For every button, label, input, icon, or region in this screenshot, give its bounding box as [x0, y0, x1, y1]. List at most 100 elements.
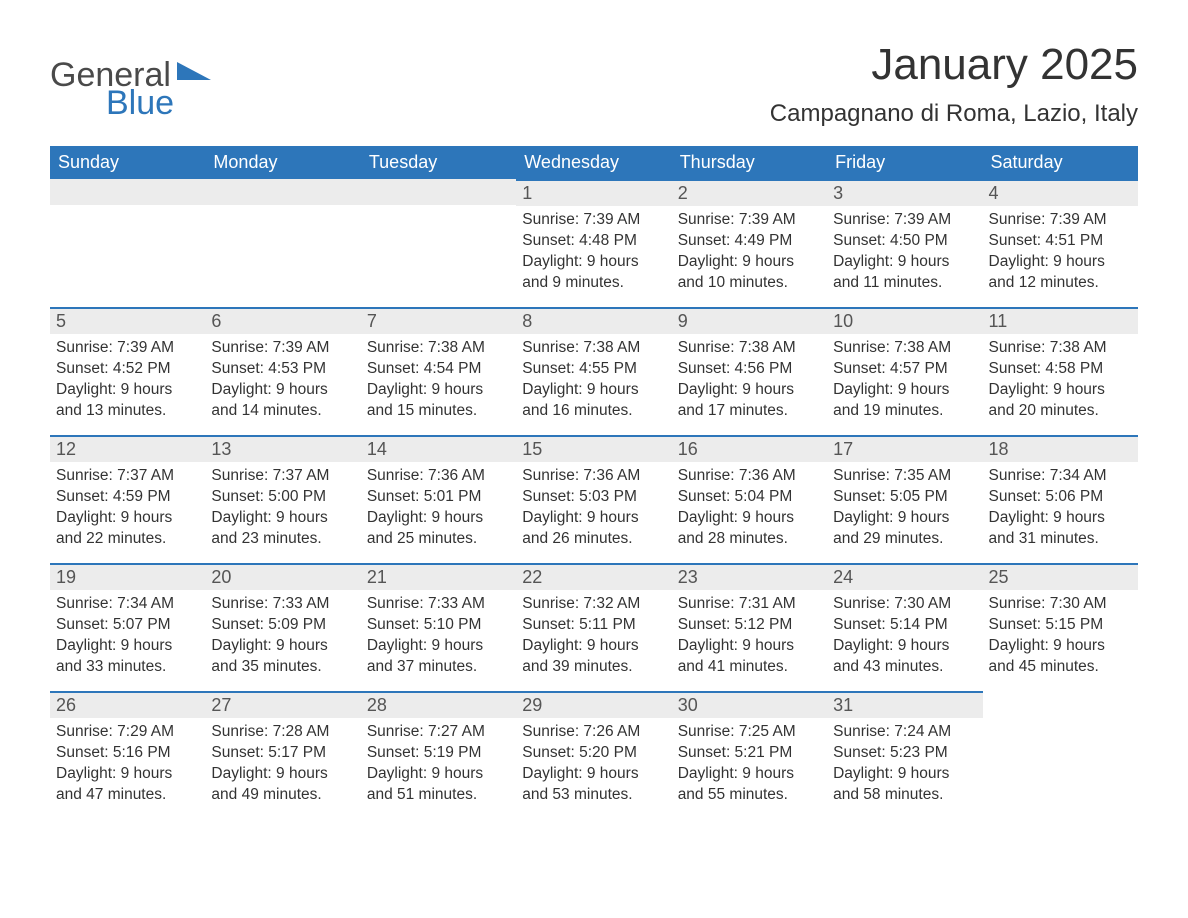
day-number: 1	[516, 181, 671, 206]
sunrise-line: Sunrise: 7:39 AM	[678, 210, 821, 231]
sunrise-line: Sunrise: 7:33 AM	[367, 594, 510, 615]
sunrise-line: Sunrise: 7:38 AM	[678, 338, 821, 359]
sunrise-line: Sunrise: 7:38 AM	[833, 338, 976, 359]
sunset-line: Sunset: 4:50 PM	[833, 231, 976, 252]
day-number: 25	[983, 565, 1138, 590]
day-wrapper: 18Sunrise: 7:34 AMSunset: 5:06 PMDayligh…	[983, 435, 1138, 556]
day-data: Sunrise: 7:30 AMSunset: 5:15 PMDaylight:…	[983, 590, 1138, 684]
day-data: Sunrise: 7:35 AMSunset: 5:05 PMDaylight:…	[827, 462, 982, 556]
calendar-header-row: SundayMondayTuesdayWednesdayThursdayFrid…	[50, 146, 1138, 179]
daylight-line-2: and 31 minutes.	[989, 529, 1132, 550]
day-data: Sunrise: 7:34 AMSunset: 5:07 PMDaylight:…	[50, 590, 205, 684]
sunset-line: Sunset: 5:23 PM	[833, 743, 976, 764]
sunset-line: Sunset: 5:07 PM	[56, 615, 199, 636]
day-number: 12	[50, 437, 205, 462]
day-wrapper: 8Sunrise: 7:38 AMSunset: 4:55 PMDaylight…	[516, 307, 671, 428]
daylight-line-1: Daylight: 9 hours	[833, 380, 976, 401]
sunset-line: Sunset: 5:04 PM	[678, 487, 821, 508]
day-number: 28	[361, 693, 516, 718]
day-number: 5	[50, 309, 205, 334]
daylight-line-1: Daylight: 9 hours	[211, 380, 354, 401]
day-wrapper: 27Sunrise: 7:28 AMSunset: 5:17 PMDayligh…	[205, 691, 360, 812]
sunrise-line: Sunrise: 7:33 AM	[211, 594, 354, 615]
day-number: 24	[827, 565, 982, 590]
calendar-day-cell: 30Sunrise: 7:25 AMSunset: 5:21 PMDayligh…	[672, 691, 827, 819]
daylight-line-2: and 49 minutes.	[211, 785, 354, 806]
sunrise-line: Sunrise: 7:30 AM	[833, 594, 976, 615]
calendar-day-cell: 15Sunrise: 7:36 AMSunset: 5:03 PMDayligh…	[516, 435, 671, 563]
sunset-line: Sunset: 5:10 PM	[367, 615, 510, 636]
daylight-line-1: Daylight: 9 hours	[833, 636, 976, 657]
daylight-line-2: and 19 minutes.	[833, 401, 976, 422]
sunrise-line: Sunrise: 7:36 AM	[367, 466, 510, 487]
daylight-line-2: and 17 minutes.	[678, 401, 821, 422]
day-data: Sunrise: 7:31 AMSunset: 5:12 PMDaylight:…	[672, 590, 827, 684]
calendar-day-cell: 17Sunrise: 7:35 AMSunset: 5:05 PMDayligh…	[827, 435, 982, 563]
daylight-line-2: and 22 minutes.	[56, 529, 199, 550]
daylight-line-1: Daylight: 9 hours	[56, 636, 199, 657]
day-data: Sunrise: 7:33 AMSunset: 5:10 PMDaylight:…	[361, 590, 516, 684]
calendar-day-cell: 14Sunrise: 7:36 AMSunset: 5:01 PMDayligh…	[361, 435, 516, 563]
daylight-line-1: Daylight: 9 hours	[989, 380, 1132, 401]
day-wrapper: 5Sunrise: 7:39 AMSunset: 4:52 PMDaylight…	[50, 307, 205, 428]
daylight-line-2: and 20 minutes.	[989, 401, 1132, 422]
sunrise-line: Sunrise: 7:38 AM	[989, 338, 1132, 359]
day-number: 16	[672, 437, 827, 462]
calendar-week-row: 1Sunrise: 7:39 AMSunset: 4:48 PMDaylight…	[50, 179, 1138, 307]
daylight-line-1: Daylight: 9 hours	[367, 508, 510, 529]
sunrise-line: Sunrise: 7:31 AM	[678, 594, 821, 615]
day-number: 9	[672, 309, 827, 334]
daylight-line-2: and 47 minutes.	[56, 785, 199, 806]
day-data: Sunrise: 7:38 AMSunset: 4:56 PMDaylight:…	[672, 334, 827, 428]
day-data: Sunrise: 7:39 AMSunset: 4:48 PMDaylight:…	[516, 206, 671, 300]
day-data: Sunrise: 7:37 AMSunset: 5:00 PMDaylight:…	[205, 462, 360, 556]
daylight-line-2: and 45 minutes.	[989, 657, 1132, 678]
sunrise-line: Sunrise: 7:35 AM	[833, 466, 976, 487]
sunrise-line: Sunrise: 7:32 AM	[522, 594, 665, 615]
daylight-line-1: Daylight: 9 hours	[211, 508, 354, 529]
title-block: January 2025 Campagnano di Roma, Lazio, …	[770, 40, 1138, 128]
daylight-line-1: Daylight: 9 hours	[678, 380, 821, 401]
daylight-line-1: Daylight: 9 hours	[56, 508, 199, 529]
day-data: Sunrise: 7:24 AMSunset: 5:23 PMDaylight:…	[827, 718, 982, 812]
daylight-line-1: Daylight: 9 hours	[367, 380, 510, 401]
daylight-line-2: and 58 minutes.	[833, 785, 976, 806]
daylight-line-2: and 11 minutes.	[833, 273, 976, 294]
calendar-day-cell	[983, 691, 1138, 819]
daylight-line-1: Daylight: 9 hours	[989, 252, 1132, 273]
blank-daynum-bar	[50, 179, 205, 205]
sunrise-line: Sunrise: 7:36 AM	[522, 466, 665, 487]
calendar-day-cell: 19Sunrise: 7:34 AMSunset: 5:07 PMDayligh…	[50, 563, 205, 691]
daylight-line-1: Daylight: 9 hours	[678, 636, 821, 657]
daylight-line-2: and 29 minutes.	[833, 529, 976, 550]
day-wrapper: 23Sunrise: 7:31 AMSunset: 5:12 PMDayligh…	[672, 563, 827, 684]
day-data: Sunrise: 7:36 AMSunset: 5:01 PMDaylight:…	[361, 462, 516, 556]
calendar-day-cell: 9Sunrise: 7:38 AMSunset: 4:56 PMDaylight…	[672, 307, 827, 435]
calendar-day-cell: 24Sunrise: 7:30 AMSunset: 5:14 PMDayligh…	[827, 563, 982, 691]
calendar-day-cell: 11Sunrise: 7:38 AMSunset: 4:58 PMDayligh…	[983, 307, 1138, 435]
calendar-day-cell: 22Sunrise: 7:32 AMSunset: 5:11 PMDayligh…	[516, 563, 671, 691]
day-wrapper: 12Sunrise: 7:37 AMSunset: 4:59 PMDayligh…	[50, 435, 205, 556]
calendar-day-cell: 6Sunrise: 7:39 AMSunset: 4:53 PMDaylight…	[205, 307, 360, 435]
day-number: 30	[672, 693, 827, 718]
day-wrapper: 16Sunrise: 7:36 AMSunset: 5:04 PMDayligh…	[672, 435, 827, 556]
day-number: 18	[983, 437, 1138, 462]
day-number: 4	[983, 181, 1138, 206]
sunrise-line: Sunrise: 7:39 AM	[833, 210, 976, 231]
calendar-day-cell	[361, 179, 516, 307]
calendar-page: General Blue January 2025 Campagnano di …	[0, 0, 1188, 849]
calendar-week-row: 19Sunrise: 7:34 AMSunset: 5:07 PMDayligh…	[50, 563, 1138, 691]
day-data: Sunrise: 7:27 AMSunset: 5:19 PMDaylight:…	[361, 718, 516, 812]
day-wrapper: 25Sunrise: 7:30 AMSunset: 5:15 PMDayligh…	[983, 563, 1138, 684]
day-wrapper: 21Sunrise: 7:33 AMSunset: 5:10 PMDayligh…	[361, 563, 516, 684]
day-wrapper: 13Sunrise: 7:37 AMSunset: 5:00 PMDayligh…	[205, 435, 360, 556]
calendar-day-cell: 4Sunrise: 7:39 AMSunset: 4:51 PMDaylight…	[983, 179, 1138, 307]
calendar-day-cell: 13Sunrise: 7:37 AMSunset: 5:00 PMDayligh…	[205, 435, 360, 563]
day-number: 6	[205, 309, 360, 334]
calendar-day-cell: 26Sunrise: 7:29 AMSunset: 5:16 PMDayligh…	[50, 691, 205, 819]
day-number: 29	[516, 693, 671, 718]
daylight-line-1: Daylight: 9 hours	[56, 380, 199, 401]
daylight-line-1: Daylight: 9 hours	[522, 636, 665, 657]
day-wrapper: 7Sunrise: 7:38 AMSunset: 4:54 PMDaylight…	[361, 307, 516, 428]
day-data: Sunrise: 7:26 AMSunset: 5:20 PMDaylight:…	[516, 718, 671, 812]
